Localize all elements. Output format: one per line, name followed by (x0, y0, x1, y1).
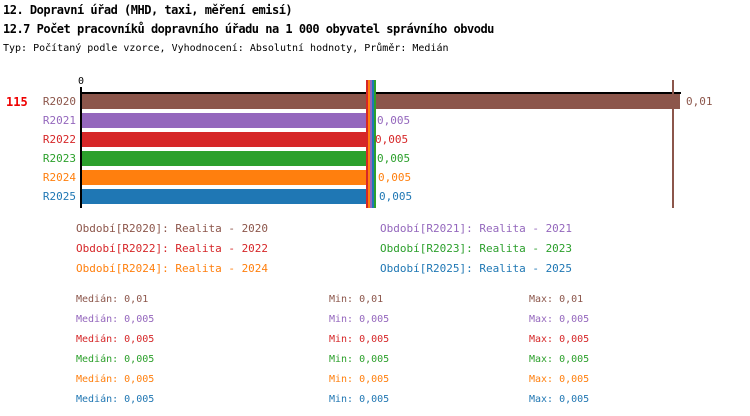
legend: Období[R2020]: Realita - 2020 Období[R202… (76, 219, 716, 279)
x-axis-line (80, 92, 681, 94)
min-cell-R2021: Min: 0,005 (329, 314, 390, 325)
bar-value-R2020: 0,01 (686, 95, 713, 108)
bar-label-R2021: R2021 (42, 114, 76, 127)
stats-row-R2020: Medián: 0,01 Min: 0,01 Max: 0,01 (76, 290, 736, 310)
min-cell-R2024: Min: 0,005 (329, 374, 390, 385)
bar-label-R2024: R2024 (42, 171, 76, 184)
bar-R2023 (82, 151, 371, 166)
stats-table: Medián: 0,01 Min: 0,01 Max: 0,01 Medián: 0,… (76, 290, 736, 410)
page-title: 12. Dopravní úřad (MHD, taxi, měření emi… (3, 3, 293, 17)
bar-label-R2025: R2025 (42, 190, 76, 203)
indicator-meta: Typ: Počítaný podle vzorce, Vyhodnocení:… (3, 43, 449, 54)
legend-item-R2025: Období[R2025]: Realita - 2025 (380, 262, 573, 275)
bar-value-R2024: 0,005 (378, 171, 412, 184)
max-cell-R2024: Max: 0,005 (529, 374, 590, 385)
max-cell-R2020: Max: 0,01 (529, 294, 584, 305)
bar-R2024 (82, 170, 372, 185)
median-cell-R2022: Medián: 0,005 (76, 334, 155, 345)
legend-item-R2023: Období[R2023]: Realita - 2023 (380, 242, 573, 255)
max-cell-R2025: Max: 0,005 (529, 394, 590, 405)
y-axis-line (80, 87, 82, 208)
min-cell-R2022: Min: 0,005 (329, 334, 390, 345)
stats-row-R2021: Medián: 0,005 Min: 0,005 Max: 0,005 (76, 310, 736, 330)
legend-item-R2020: Období[R2020]: Realita - 2020 (76, 222, 269, 235)
min-cell-R2023: Min: 0,005 (329, 354, 390, 365)
legend-item-R2024: Období[R2024]: Realita - 2024 (76, 262, 269, 275)
record-count: 115 (6, 95, 28, 109)
stats-row-R2022: Medián: 0,005 Min: 0,005 Max: 0,005 (76, 330, 736, 350)
bar-label-R2022: R2022 (42, 133, 76, 146)
median-line-R2023 (374, 80, 376, 208)
stats-row-R2025: Medián: 0,005 Min: 0,005 Max: 0,005 (76, 390, 736, 410)
bar-label-R2020: R2020 (42, 95, 76, 108)
bar-value-R2025: 0,005 (379, 190, 413, 203)
median-line-R2020 (672, 80, 674, 208)
median-line-R2021 (370, 80, 372, 208)
max-cell-R2022: Max: 0,005 (529, 334, 590, 345)
bar-R2021 (82, 113, 371, 128)
bar-R2020 (82, 94, 680, 109)
bar-value-R2021: 0,005 (377, 114, 411, 127)
median-line-R2025 (372, 80, 374, 208)
max-cell-R2023: Max: 0,005 (529, 354, 590, 365)
stats-row-R2023: Medián: 0,005 Min: 0,005 Max: 0,005 (76, 350, 736, 370)
median-line-R2024 (368, 80, 370, 208)
median-cell-R2021: Medián: 0,005 (76, 314, 155, 325)
bar-value-R2023: 0,005 (377, 152, 411, 165)
x-axis-zero-label: 0 (77, 76, 85, 87)
median-line-R2022 (366, 80, 368, 208)
bar-R2025 (82, 189, 373, 204)
min-cell-R2025: Min: 0,005 (329, 394, 390, 405)
bar-label-R2023: R2023 (42, 152, 76, 165)
max-cell-R2021: Max: 0,005 (529, 314, 590, 325)
median-cell-R2024: Medián: 0,005 (76, 374, 155, 385)
indicator-title: 12.7 Počet pracovníků dopravního úřadu n… (3, 22, 494, 36)
stats-row-R2024: Medián: 0,005 Min: 0,005 Max: 0,005 (76, 370, 736, 390)
min-cell-R2020: Min: 0,01 (329, 294, 384, 305)
legend-item-R2022: Období[R2022]: Realita - 2022 (76, 242, 269, 255)
median-cell-R2023: Medián: 0,005 (76, 354, 155, 365)
legend-item-R2021: Období[R2021]: Realita - 2021 (380, 222, 573, 235)
median-cell-R2025: Medián: 0,005 (76, 394, 155, 405)
bar-R2022 (82, 132, 369, 147)
bar-value-R2022: 0,005 (375, 133, 409, 146)
median-cell-R2020: Medián: 0,01 (76, 294, 149, 305)
